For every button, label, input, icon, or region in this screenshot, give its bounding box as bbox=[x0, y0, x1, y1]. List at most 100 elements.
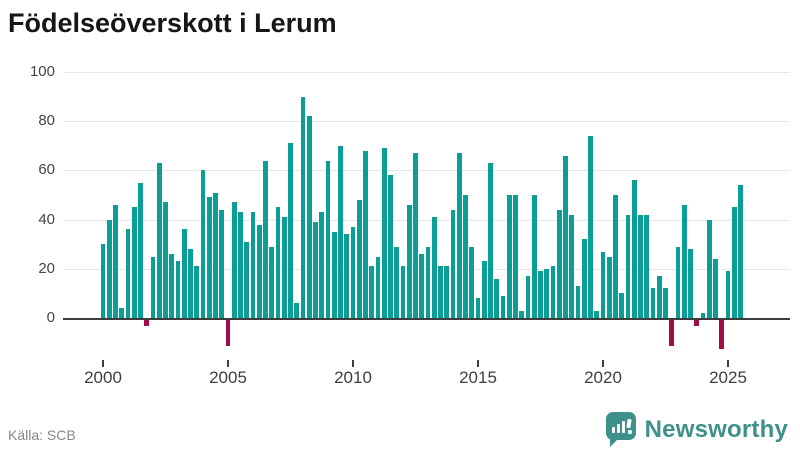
bar-2000-q4 bbox=[119, 308, 125, 318]
bar-2001-q1 bbox=[125, 229, 131, 318]
bar-2018-q4 bbox=[569, 214, 575, 318]
bar-2008-q3 bbox=[313, 222, 318, 318]
bar-2007-q4 bbox=[294, 303, 300, 318]
bar-2009-q4 bbox=[344, 234, 350, 318]
bar-2015-q4 bbox=[494, 278, 500, 318]
gridline bbox=[63, 72, 790, 73]
bar-2014-q2 bbox=[456, 153, 462, 318]
y-axis-label: 60 bbox=[38, 161, 55, 179]
bar-2006-q4 bbox=[269, 246, 275, 318]
bar-2000-q1 bbox=[100, 244, 106, 318]
y-axis-label: 100 bbox=[29, 63, 55, 80]
y-axis-label: 20 bbox=[38, 259, 55, 277]
x-axis-label: 2010 bbox=[334, 368, 372, 387]
x-axis-tick bbox=[352, 360, 354, 367]
bar-2005-q4 bbox=[244, 241, 250, 318]
bar-2011-q3 bbox=[388, 175, 393, 318]
bar-2013-q2 bbox=[431, 217, 437, 318]
bar-2022-q4 bbox=[669, 319, 675, 347]
bar-2019-q3 bbox=[588, 135, 593, 318]
chart-area: 2000 2005 2010 2015 2020 2025 0 20 40 60 80 100 bbox=[0, 60, 800, 405]
bar-2024-q3 bbox=[713, 258, 718, 318]
bar-2007-q3 bbox=[288, 143, 293, 318]
bar-2019-q4 bbox=[594, 310, 600, 318]
bar-2002-q1 bbox=[150, 256, 156, 318]
bar-2022-q1 bbox=[650, 288, 656, 318]
x-axis-tick bbox=[477, 360, 479, 367]
bar-2018-q2 bbox=[556, 209, 562, 318]
bar-2006-q1 bbox=[250, 212, 256, 318]
y-axis-label: 0 bbox=[46, 309, 55, 326]
bar-2002-q4 bbox=[169, 254, 175, 318]
bar-2013-q4 bbox=[444, 266, 450, 318]
bar-2006-q2 bbox=[256, 224, 262, 318]
x-axis-label: 2005 bbox=[209, 368, 247, 387]
bar-2009-q2 bbox=[331, 231, 337, 318]
x-axis-tick bbox=[227, 360, 229, 367]
gridline bbox=[63, 170, 790, 172]
bar-2010-q2 bbox=[356, 199, 362, 318]
x-axis-label: 2025 bbox=[709, 368, 747, 387]
bar-2008-q1 bbox=[300, 96, 306, 318]
bar-2024-q2 bbox=[706, 219, 712, 318]
bar-2025-q2 bbox=[731, 207, 737, 318]
bar-2017-q1 bbox=[525, 276, 531, 318]
bar-2012-q2 bbox=[406, 204, 412, 318]
bar-2014-q4 bbox=[469, 246, 475, 318]
bar-2012-q4 bbox=[419, 254, 425, 318]
bar-2016-q1 bbox=[500, 295, 506, 318]
bar-2004-q2 bbox=[206, 197, 212, 318]
bar-2019-q2 bbox=[581, 239, 587, 318]
bar-2003-q4 bbox=[194, 266, 200, 318]
bar-2006-q3 bbox=[263, 160, 268, 318]
y-axis-label: 40 bbox=[38, 210, 55, 228]
bar-2007-q2 bbox=[281, 217, 287, 318]
bar-2010-q3 bbox=[363, 150, 368, 318]
x-axis-label: 2000 bbox=[84, 368, 122, 387]
bar-2021-q1 bbox=[625, 214, 631, 318]
bar-2018-q1 bbox=[550, 266, 556, 318]
bar-2008-q2 bbox=[306, 116, 312, 318]
bar-2002-q3 bbox=[163, 202, 168, 318]
bar-2004-q3 bbox=[213, 192, 218, 318]
bar-2022-q3 bbox=[663, 288, 668, 318]
bar-2008-q4 bbox=[319, 212, 325, 318]
bar-2023-q3 bbox=[688, 249, 693, 318]
bar-2024-q4 bbox=[719, 319, 725, 349]
bar-2020-q3 bbox=[613, 195, 618, 318]
bar-2017-q4 bbox=[544, 268, 550, 318]
bar-2023-q2 bbox=[681, 204, 687, 318]
x-axis-tick bbox=[727, 360, 729, 367]
bar-2013-q1 bbox=[425, 246, 431, 318]
x-axis-label: 2020 bbox=[584, 368, 622, 387]
bar-2025-q1 bbox=[725, 271, 731, 318]
bar-2002-q2 bbox=[156, 163, 162, 318]
bar-2003-q3 bbox=[188, 249, 193, 318]
newsworthy-logo-text: Newsworthy bbox=[644, 416, 788, 443]
plot-area: 2000 2005 2010 2015 2020 2025 bbox=[63, 72, 790, 394]
bar-2000-q3 bbox=[113, 204, 118, 318]
bar-2005-q2 bbox=[231, 202, 237, 318]
newsworthy-logo: Newsworthy bbox=[605, 412, 788, 448]
bar-2010-q4 bbox=[369, 266, 375, 318]
bar-2022-q2 bbox=[656, 276, 662, 318]
bar-2003-q2 bbox=[181, 229, 187, 318]
bar-2001-q2 bbox=[131, 207, 137, 318]
bar-2009-q3 bbox=[338, 145, 343, 318]
bar-2011-q4 bbox=[394, 246, 400, 318]
x-axis-tick bbox=[102, 360, 104, 367]
bar-2011-q1 bbox=[375, 256, 381, 318]
bar-2011-q2 bbox=[381, 148, 387, 318]
bar-2012-q3 bbox=[413, 153, 418, 318]
bar-2001-q3 bbox=[138, 182, 143, 318]
bar-2019-q1 bbox=[575, 286, 581, 318]
bar-2015-q3 bbox=[488, 163, 493, 318]
bar-2021-q3 bbox=[638, 214, 643, 318]
bar-2020-q4 bbox=[619, 293, 625, 318]
bar-chart-speech-bubble-icon bbox=[605, 412, 636, 448]
bar-2004-q4 bbox=[219, 209, 225, 318]
bar-2014-q3 bbox=[463, 195, 468, 318]
bar-2018-q3 bbox=[563, 155, 568, 318]
x-axis-label: 2015 bbox=[459, 368, 497, 387]
